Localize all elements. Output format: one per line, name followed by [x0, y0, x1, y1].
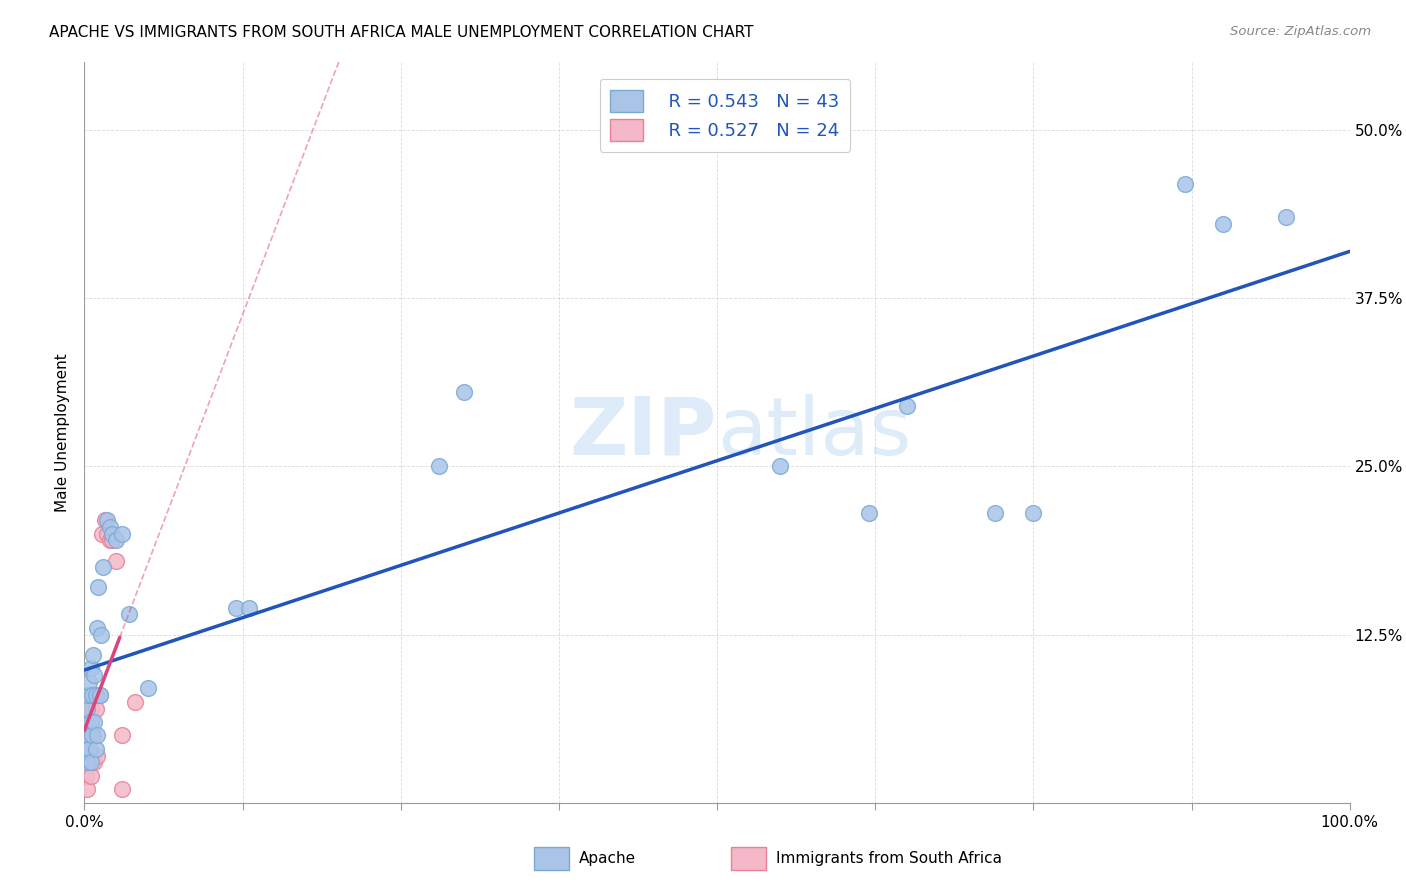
- Text: Apache: Apache: [579, 852, 637, 866]
- Point: [83, 714, 105, 729]
- Point: [80, 688, 103, 702]
- Text: Source: ZipAtlas.com: Source: ZipAtlas.com: [1230, 25, 1371, 38]
- Point: [858, 507, 880, 521]
- Point: [453, 385, 475, 400]
- Point: [75, 729, 97, 743]
- Point: [80, 748, 103, 763]
- Point: [96, 513, 118, 527]
- Point: [80, 729, 103, 743]
- Point: [84, 742, 107, 756]
- Point: [118, 607, 141, 622]
- Point: [77, 729, 100, 743]
- Point: [75, 742, 97, 756]
- Point: [1212, 217, 1234, 231]
- Text: APACHE VS IMMIGRANTS FROM SOUTH AFRICA MALE UNEMPLOYMENT CORRELATION CHART: APACHE VS IMMIGRANTS FROM SOUTH AFRICA M…: [49, 25, 754, 40]
- Point: [238, 600, 260, 615]
- Point: [77, 756, 100, 770]
- Point: [101, 533, 124, 548]
- Point: [105, 533, 127, 548]
- Point: [79, 742, 101, 756]
- Point: [86, 729, 108, 743]
- Text: atlas: atlas: [717, 393, 911, 472]
- Point: [984, 507, 1007, 521]
- Point: [93, 513, 115, 527]
- Y-axis label: Male Unemployment: Male Unemployment: [55, 353, 70, 512]
- Point: [76, 708, 98, 723]
- Point: [896, 399, 918, 413]
- Point: [76, 782, 98, 797]
- Point: [86, 621, 108, 635]
- Point: [136, 681, 159, 696]
- Point: [86, 748, 108, 763]
- Point: [111, 729, 134, 743]
- Point: [76, 756, 98, 770]
- Point: [1275, 211, 1298, 225]
- Point: [105, 553, 127, 567]
- Text: Immigrants from South Africa: Immigrants from South Africa: [776, 852, 1002, 866]
- Point: [84, 688, 107, 702]
- Point: [93, 560, 115, 574]
- Point: [79, 756, 103, 770]
- Point: [96, 526, 118, 541]
- Point: [124, 695, 146, 709]
- Legend:   R = 0.543   N = 43,   R = 0.527   N = 24: R = 0.543 N = 43, R = 0.527 N = 24: [599, 78, 851, 152]
- Point: [87, 581, 110, 595]
- Point: [76, 701, 98, 715]
- Point: [79, 674, 101, 689]
- Point: [769, 459, 792, 474]
- Point: [84, 701, 107, 715]
- Point: [77, 688, 100, 702]
- Point: [89, 688, 111, 702]
- Point: [111, 526, 134, 541]
- Point: [82, 729, 104, 743]
- Point: [79, 661, 103, 675]
- Point: [225, 600, 247, 615]
- Point: [79, 701, 103, 715]
- Point: [98, 520, 121, 534]
- Point: [91, 526, 114, 541]
- Point: [101, 526, 124, 541]
- Point: [79, 714, 103, 729]
- Point: [427, 459, 450, 474]
- Point: [75, 714, 97, 729]
- Point: [83, 756, 105, 770]
- Point: [77, 688, 100, 702]
- Point: [89, 688, 111, 702]
- Point: [75, 769, 97, 783]
- Point: [90, 627, 112, 641]
- Point: [82, 648, 104, 662]
- Point: [111, 782, 134, 797]
- Point: [83, 668, 105, 682]
- Point: [79, 769, 103, 783]
- Point: [1174, 177, 1197, 191]
- Point: [79, 722, 101, 736]
- Text: ZIP: ZIP: [569, 393, 717, 472]
- Point: [1022, 507, 1045, 521]
- Point: [98, 533, 121, 548]
